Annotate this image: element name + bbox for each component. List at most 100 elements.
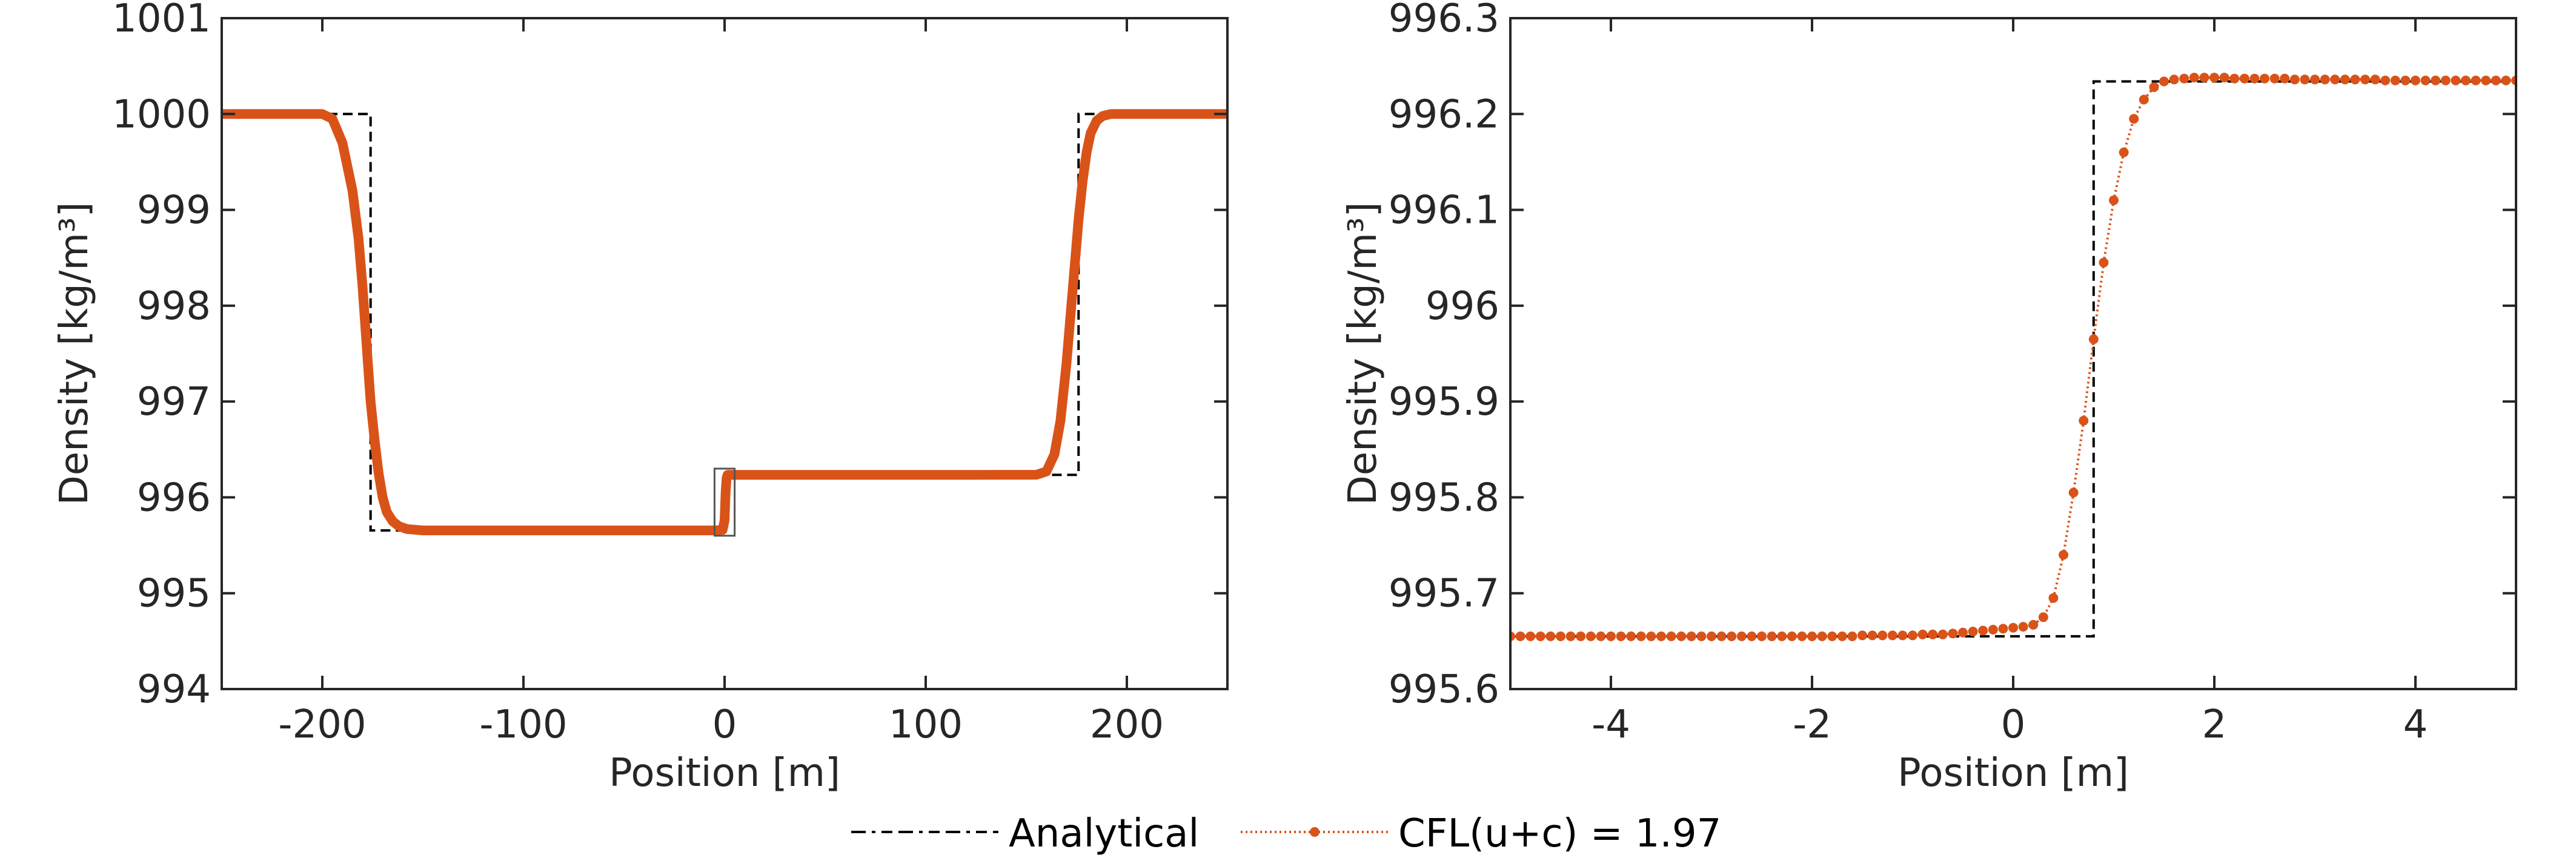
series-cfl-point: [1716, 631, 1727, 641]
x-tick-label: 2: [2202, 702, 2227, 747]
series-cfl-point: [1968, 627, 1978, 636]
series-cfl-point: [1686, 631, 1696, 641]
series-cfl-point: [1757, 631, 1767, 641]
x-tick-label: -4: [1592, 702, 1630, 747]
series-cfl-point: [2370, 74, 2380, 85]
series-cfl-point: [1616, 631, 1626, 641]
series-cfl-point: [2390, 75, 2400, 85]
y-tick-label: 995.8: [1389, 475, 1499, 520]
series-cfl-point: [2139, 94, 2149, 105]
x-axis-label: Position [m]: [609, 751, 840, 796]
series-cfl-point: [1978, 625, 1988, 636]
y-tick-label: 995.6: [1389, 667, 1499, 712]
series-cfl-point: [2330, 74, 2340, 85]
series-cfl-point: [1535, 631, 1545, 641]
series-cfl-point: [1646, 631, 1656, 641]
series-cfl-point: [2038, 612, 2048, 622]
series-cfl-point: [1556, 631, 1565, 641]
series-cfl-point: [1807, 631, 1817, 641]
series-cfl-point: [2008, 622, 2018, 633]
series-cfl-point: [2159, 76, 2169, 87]
series-cfl-point: [2028, 619, 2039, 630]
series-cfl-point: [1908, 630, 1917, 641]
series-cfl-point: [1545, 631, 1556, 641]
series-cfl-point: [1827, 631, 1837, 641]
series-cfl-point: [2219, 73, 2229, 83]
series-cfl-point: [2068, 487, 2079, 498]
series-cfl-point: [2289, 74, 2300, 85]
y-tick-label: 1001: [112, 0, 211, 41]
y-tick-label: 996: [137, 475, 211, 520]
series-cfl-point: [1877, 630, 1888, 641]
series-cfl-point: [1515, 631, 1525, 641]
series-cfl-point: [1596, 631, 1606, 641]
series-cfl-point: [2280, 73, 2290, 84]
y-tick-label: 996.2: [1389, 92, 1499, 137]
series-cfl-point: [1777, 631, 1787, 641]
x-tick-label: -100: [479, 702, 567, 747]
series-cfl-point: [1606, 631, 1616, 641]
series-cfl-point: [2471, 75, 2481, 85]
left-plot: -200 -100 0 100 200 994 995 996 997 998 999 1000 100…: [52, 0, 1229, 796]
y-tick-label: 996.3: [1389, 0, 1499, 41]
legend-cfl-marker: [1310, 827, 1320, 837]
series-cfl-point: [1525, 631, 1536, 641]
series-cfl-point: [1937, 629, 1948, 639]
series-cfl-point: [2059, 550, 2068, 560]
legend-cfl-label: CFL(u+c) = 1.97: [1398, 811, 1721, 856]
series-cfl-point: [2431, 75, 2441, 85]
series-cfl-point: [1847, 631, 1857, 641]
series-cfl-point: [1676, 631, 1687, 641]
series-cfl-point: [2048, 593, 2059, 603]
x-tick-label: -2: [1793, 702, 1831, 747]
series-cfl-point: [1696, 631, 1707, 641]
y-tick-label: 998: [137, 284, 211, 329]
series-cfl-point: [2350, 74, 2360, 85]
series-cfl-point: [2501, 75, 2511, 85]
series-cfl-point: [2440, 75, 2451, 85]
series-cfl-point: [1988, 624, 1998, 635]
x-tick-label: 0: [712, 702, 737, 747]
y-tick-label: 996: [1426, 284, 1499, 329]
series-cfl-point: [1585, 631, 1596, 641]
series-cfl-point: [1797, 631, 1807, 641]
series-cfl-point: [2481, 75, 2491, 85]
series-cfl-point: [2360, 74, 2370, 85]
series-cfl-point: [1867, 630, 1877, 641]
series-cfl-point: [1857, 630, 1867, 641]
series-cfl-point: [1928, 629, 1938, 639]
series-cfl-point: [1666, 631, 1676, 641]
series-cfl-point: [1958, 627, 1968, 638]
legend-analytical-label: Analytical: [1009, 811, 1199, 856]
plot-data: [1510, 73, 2516, 641]
legend: Analytical CFL(u+c) = 1.97: [851, 811, 1721, 856]
series-cfl-point: [2169, 74, 2179, 85]
series-cfl-point: [2340, 74, 2350, 85]
series-cfl-point: [2310, 74, 2320, 85]
series-cfl-point: [2411, 75, 2420, 85]
series-cfl-point: [2088, 334, 2099, 345]
series-cfl-point: [2320, 74, 2330, 85]
series-cfl-point: [2491, 75, 2501, 85]
zoom-box: [713, 467, 736, 537]
series-cfl-point: [2420, 75, 2431, 85]
series-cfl-point: [1576, 631, 1586, 641]
right-plot: -4 -2 0 2 4 995.6 995.7 995.8 995.9 996 996.1 996.2…: [1341, 0, 2517, 796]
x-tick-label: 0: [2001, 702, 2026, 747]
x-axis-label: Position [m]: [1897, 751, 2129, 796]
series-analytical-line: [1510, 80, 2516, 638]
y-axis-label: Density [kg/m³]: [52, 202, 97, 506]
series-cfl-point: [2260, 73, 2269, 84]
series-cfl-point: [2149, 82, 2159, 92]
series-cfl-point: [1707, 631, 1716, 641]
series-cfl-point: [2269, 73, 2280, 84]
series-cfl-point: [1787, 631, 1797, 641]
series-cfl-point: [1747, 631, 1757, 641]
series-cfl-point: [1565, 631, 1576, 641]
x-tick-label: -200: [278, 702, 366, 747]
series-cfl-point: [1636, 631, 1646, 641]
y-tick-label: 994: [137, 667, 211, 712]
series-cfl-point: [2380, 75, 2391, 85]
y-tick-label: 995: [137, 572, 211, 616]
